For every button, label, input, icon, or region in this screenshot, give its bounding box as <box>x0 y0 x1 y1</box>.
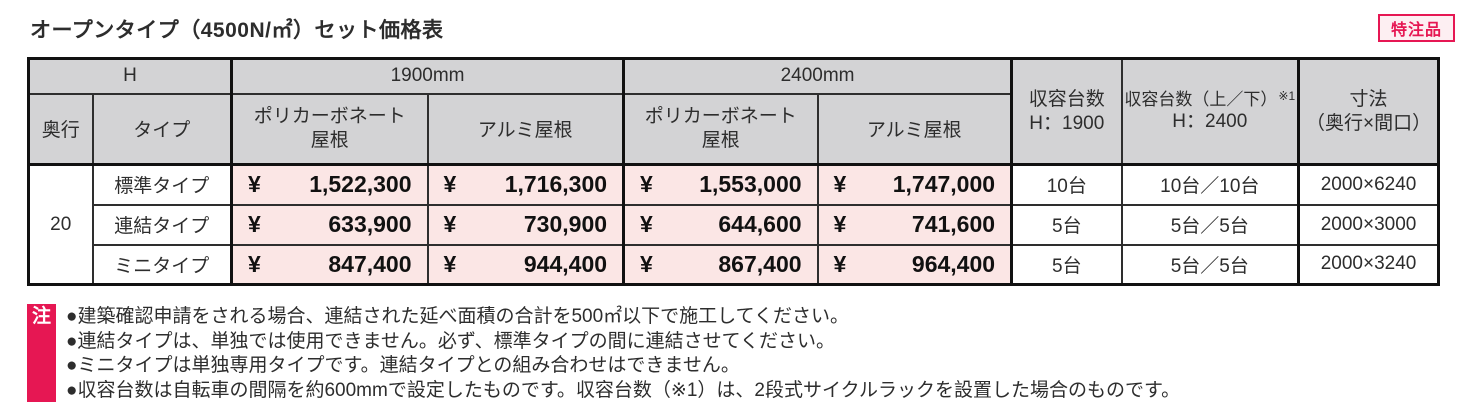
price-amount: 741,600 <box>911 211 996 237</box>
yen-sign: ¥ <box>443 250 457 277</box>
table-row-mini: ミニタイプ ¥847,400 ¥944,400 ¥867,400 ¥964,40… <box>29 243 1440 286</box>
notes-list: ●建築確認申請をされる場合、連結された延べ面積の合計を500㎡以下で施工してくだ… <box>66 304 1180 403</box>
price-amount: 867,400 <box>718 250 802 277</box>
cell-price: ¥964,400 <box>816 243 1013 286</box>
cell-price: ¥944,400 <box>426 243 625 286</box>
footnote-ref: ※1 <box>1278 89 1296 103</box>
yen-sign: ¥ <box>248 171 261 198</box>
cell-dimensions: 2000×3240 <box>1297 243 1440 286</box>
cell-price: ¥847,400 <box>230 243 429 286</box>
special-order-badge: 特注品 <box>1378 14 1455 42</box>
price-amount: 730,900 <box>523 211 608 237</box>
header-height-2400: 2400mm <box>622 57 1013 95</box>
header-alumi-roof-1900: アルミ屋根 <box>426 92 625 166</box>
header-row-columns: 奥行 タイプ ポリカーボネート 屋根 アルミ屋根 ポリカーボネート 屋根 アルミ… <box>27 92 1439 166</box>
header-alumi-roof-2400: アルミ屋根 <box>816 92 1013 166</box>
yen-sign: ¥ <box>833 171 847 198</box>
header-row-heights: H 1900mm 2400mm 収容台数 H：1900 収容台数（上／下）※1 … <box>27 57 1440 166</box>
price-amount: 847,400 <box>328 250 412 277</box>
table-row-linked: 連結タイプ ¥633,900 ¥730,900 ¥644,600 ¥741,60… <box>29 203 1440 246</box>
header-height-1900: 1900mm <box>230 57 625 95</box>
cell-price: ¥867,400 <box>622 243 819 286</box>
cell-dimensions: 2000×3000 <box>1297 203 1440 246</box>
price-amount: 1,553,000 <box>699 171 802 198</box>
cell-capacity-2400: 10台／10台 <box>1120 163 1300 206</box>
cell-capacity-2400: 5台／5台 <box>1120 203 1300 246</box>
cell-price: ¥1,522,300 <box>230 163 429 206</box>
note-badge: 注 <box>27 304 56 402</box>
page-title: オープンタイプ（4500N/㎡）セット価格表 <box>30 19 444 42</box>
cell-capacity-1900: 5台 <box>1010 203 1123 246</box>
note-item: ●ミニタイプは単独専用タイプです。連結タイプとの組み合わせはできません。 <box>66 355 740 376</box>
price-amount: 964,400 <box>911 250 996 277</box>
cell-price: ¥644,600 <box>622 203 819 246</box>
header-poly-roof-2400: ポリカーボネート 屋根 <box>622 92 819 166</box>
notes-section: 注 ●建築確認申請をされる場合、連結された延べ面積の合計を500㎡以下で施工して… <box>27 304 1180 403</box>
price-amount: 1,747,000 <box>892 171 996 198</box>
note-item: ●建築確認申請をされる場合、連結された延べ面積の合計を500㎡以下で施工してくだ… <box>66 306 850 327</box>
cell-capacity-2400: 5台／5台 <box>1120 243 1300 286</box>
yen-sign: ¥ <box>640 171 653 198</box>
yen-sign: ¥ <box>640 250 653 277</box>
price-amount: 944,400 <box>523 250 608 277</box>
yen-sign: ¥ <box>443 171 457 198</box>
price-amount: 644,600 <box>718 211 802 237</box>
note-item: ●連結タイプは、単独では使用できません。必ず、標準タイプの間に連結させてください… <box>66 330 836 352</box>
cell-price: ¥633,900 <box>230 203 429 246</box>
cell-type: 連結タイプ <box>91 203 233 246</box>
yen-sign: ¥ <box>833 211 847 237</box>
cell-price: ¥741,600 <box>816 203 1013 246</box>
header-dimensions: 寸法 （奥行×間口） <box>1297 57 1440 166</box>
note-item: ●収容台数は自転車の間隔を約600mmで設定したものです。収容台数（※1）は、2… <box>66 379 1181 401</box>
yen-sign: ¥ <box>640 211 653 237</box>
header-h: H <box>27 57 233 95</box>
cell-type: 標準タイプ <box>91 163 233 206</box>
header-capacity-2400: 収容台数（上／下）※1 H：2400 <box>1120 57 1300 166</box>
yen-sign: ¥ <box>248 250 261 277</box>
cell-capacity-1900: 5台 <box>1010 243 1123 286</box>
price-table: H 1900mm 2400mm 収容台数 H：1900 収容台数（上／下）※1 … <box>27 57 1441 286</box>
header-capacity-1900: 収容台数 H：1900 <box>1010 57 1123 166</box>
cell-price: ¥1,747,000 <box>816 163 1013 206</box>
header-poly-roof-1900: ポリカーボネート 屋根 <box>230 92 429 166</box>
cell-price: ¥730,900 <box>426 203 625 246</box>
cell-dimensions: 2000×6240 <box>1297 163 1440 206</box>
cell-depth-value: 20 <box>27 163 94 286</box>
cell-price: ¥1,553,000 <box>622 163 819 206</box>
yen-sign: ¥ <box>833 250 847 277</box>
table-row-standard: 20 標準タイプ ¥1,522,300 ¥1,716,300 ¥1,553,00… <box>27 163 1440 286</box>
header-type: タイプ <box>91 92 233 166</box>
price-amount: 1,522,300 <box>309 171 412 198</box>
yen-sign: ¥ <box>248 211 261 237</box>
header-depth: 奥行 <box>27 92 94 166</box>
yen-sign: ¥ <box>443 211 457 237</box>
cell-capacity-1900: 10台 <box>1010 163 1123 206</box>
cell-type: ミニタイプ <box>91 243 233 286</box>
price-amount: 633,900 <box>328 211 412 237</box>
cell-price: ¥1,716,300 <box>426 163 625 206</box>
price-amount: 1,716,300 <box>504 171 608 198</box>
